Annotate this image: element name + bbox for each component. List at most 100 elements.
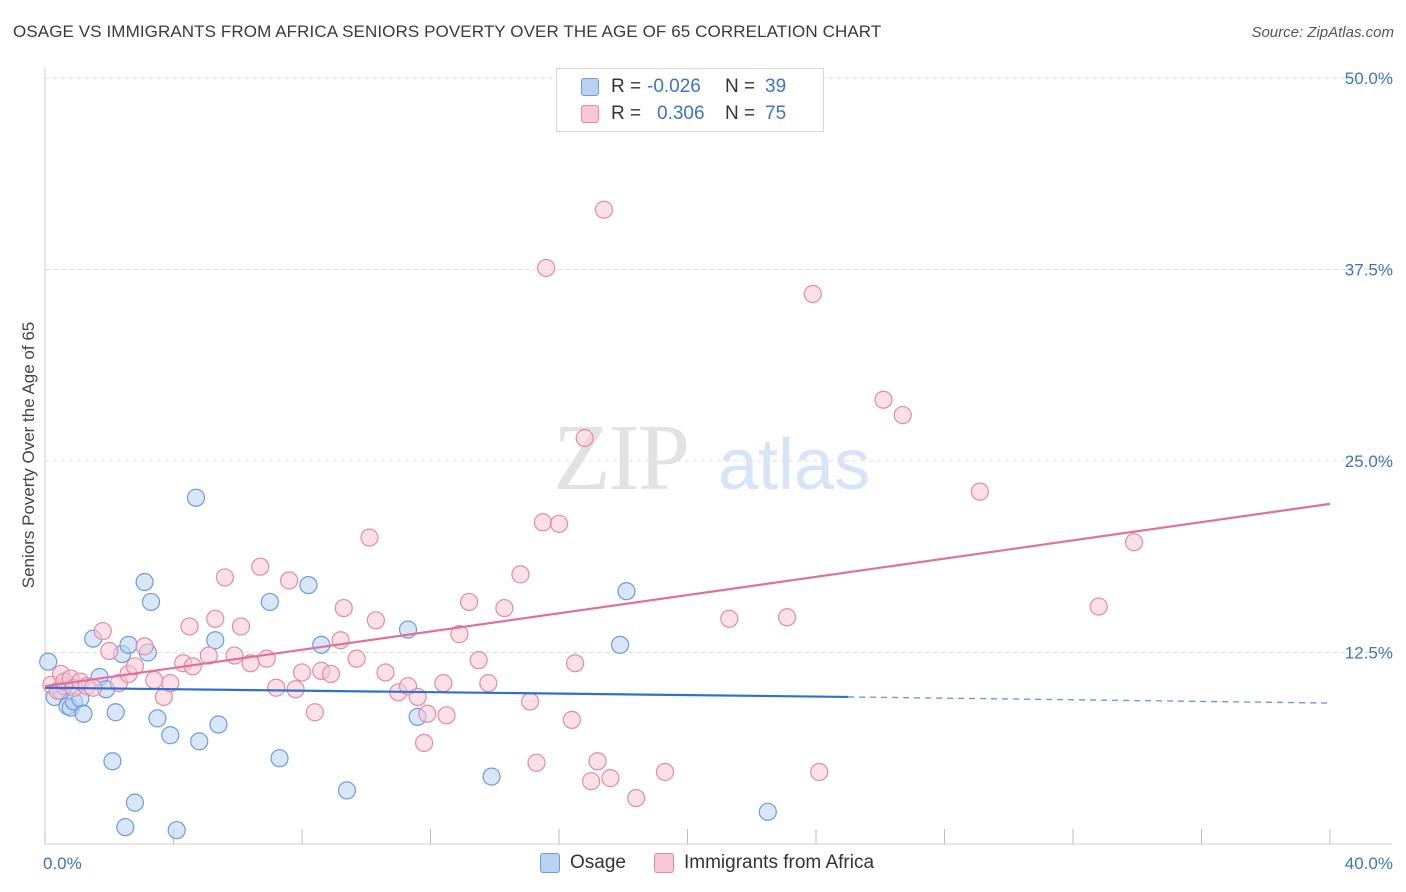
point-osage [260, 592, 279, 612]
y-tick-label: 12.5% [1345, 644, 1393, 663]
point-osage [482, 767, 501, 786]
point-africa [360, 528, 379, 547]
point-africa [1089, 597, 1108, 616]
legend-n-label: N = [725, 103, 756, 124]
point-africa [562, 710, 581, 730]
point-africa [601, 769, 620, 788]
series-legend-item-osage[interactable]: Osage [540, 852, 626, 874]
point-africa [777, 608, 797, 627]
point-africa [450, 625, 469, 644]
point-africa [511, 565, 530, 584]
point-osage [312, 635, 331, 654]
point-africa [655, 762, 675, 782]
point-africa [720, 609, 739, 628]
point-africa [874, 390, 893, 409]
point-africa [527, 753, 546, 772]
point-africa [575, 428, 594, 448]
legend-r-value: -0.026 [647, 76, 701, 97]
point-osage [337, 781, 357, 800]
point-osage [106, 703, 125, 722]
point-africa [414, 733, 434, 752]
y-tick-label: 37.5% [1345, 261, 1393, 280]
point-africa [321, 664, 341, 684]
point-osage [617, 582, 636, 601]
point-africa [565, 654, 585, 673]
y-axis-label: Seniors Poverty Over the Age of 65 [19, 322, 38, 588]
series-legend-item-africa[interactable]: Immigrants from Africa [653, 852, 874, 874]
point-africa [533, 513, 553, 532]
point-africa [347, 649, 366, 668]
point-africa [970, 482, 989, 501]
point-osage [74, 704, 93, 723]
y-tick-label: 50.0% [1345, 69, 1393, 88]
point-africa [135, 637, 154, 656]
trend-line-africa [44, 502, 1331, 688]
points-osage [39, 488, 777, 840]
point-africa [469, 651, 488, 670]
point-africa [479, 674, 498, 693]
watermark-zip: ZIP [553, 406, 688, 510]
legend-r-label: R = [611, 76, 642, 97]
source-label: Source: ZipAtlas.com [1251, 24, 1394, 41]
point-osage [299, 575, 318, 595]
point-africa [549, 514, 569, 533]
series-legend: Osage Immigrants from Africa [540, 852, 902, 874]
point-africa [305, 703, 324, 722]
tick-labels: 12.5% 25.0% 37.5% 50.0% 0.0% 40.0% [43, 69, 1393, 873]
point-africa [810, 762, 829, 782]
gridlines [45, 77, 1392, 653]
point-osage [209, 715, 228, 734]
x-tick-label: 40.0% [1345, 854, 1393, 873]
point-osage [125, 793, 145, 812]
point-africa [280, 571, 299, 590]
point-africa [161, 674, 180, 693]
legend-row-africa: R = 0.306 N = 75 [581, 102, 786, 126]
trend-lines [44, 502, 1331, 704]
point-osage [167, 821, 186, 840]
point-osage [103, 752, 122, 771]
trend-line-osage [44, 686, 849, 699]
point-osage [270, 749, 289, 768]
legend-swatch-osage [581, 78, 599, 96]
legend-swatch-africa [581, 105, 599, 123]
point-africa [215, 568, 234, 587]
chart-title: OSAGE VS IMMIGRANTS FROM AFRICA SENIORS … [13, 22, 882, 41]
point-africa [257, 649, 276, 668]
legend-r-value: 0.306 [657, 103, 705, 124]
point-africa [520, 692, 540, 711]
point-africa [594, 200, 614, 219]
point-africa [125, 657, 145, 676]
point-africa [495, 598, 514, 618]
legend-n-value: 75 [765, 103, 787, 124]
legend-n-label: N = [725, 76, 756, 97]
point-africa [1124, 533, 1144, 552]
point-africa [582, 772, 601, 791]
point-osage [206, 631, 225, 650]
point-africa [292, 663, 312, 682]
point-africa [231, 617, 251, 636]
point-osage [116, 818, 135, 837]
point-osage [39, 652, 58, 671]
y-tick-label: 25.0% [1345, 452, 1393, 471]
point-osage [161, 726, 180, 745]
points-africa [42, 200, 1144, 808]
series-label-osage: Osage [570, 852, 626, 873]
point-africa [93, 621, 112, 641]
point-africa [334, 598, 353, 618]
point-osage [119, 635, 138, 654]
series-swatch-africa [653, 853, 674, 873]
point-osage [148, 709, 167, 728]
point-africa [145, 670, 164, 690]
legend-n-value: 39 [765, 76, 787, 97]
point-africa [459, 592, 479, 612]
point-osage [610, 635, 630, 654]
trend-line-osage-extension [848, 696, 1331, 704]
series-swatch-osage [540, 853, 560, 873]
point-africa [251, 557, 270, 576]
legend-r-label: R = [611, 103, 642, 124]
point-osage [758, 802, 777, 821]
point-africa [437, 706, 456, 725]
point-africa [893, 405, 912, 425]
x-tick-label: 0.0% [43, 854, 82, 873]
correlation-legend: R = -0.026 N = 39 R = 0.306 N = 75 [556, 68, 824, 132]
